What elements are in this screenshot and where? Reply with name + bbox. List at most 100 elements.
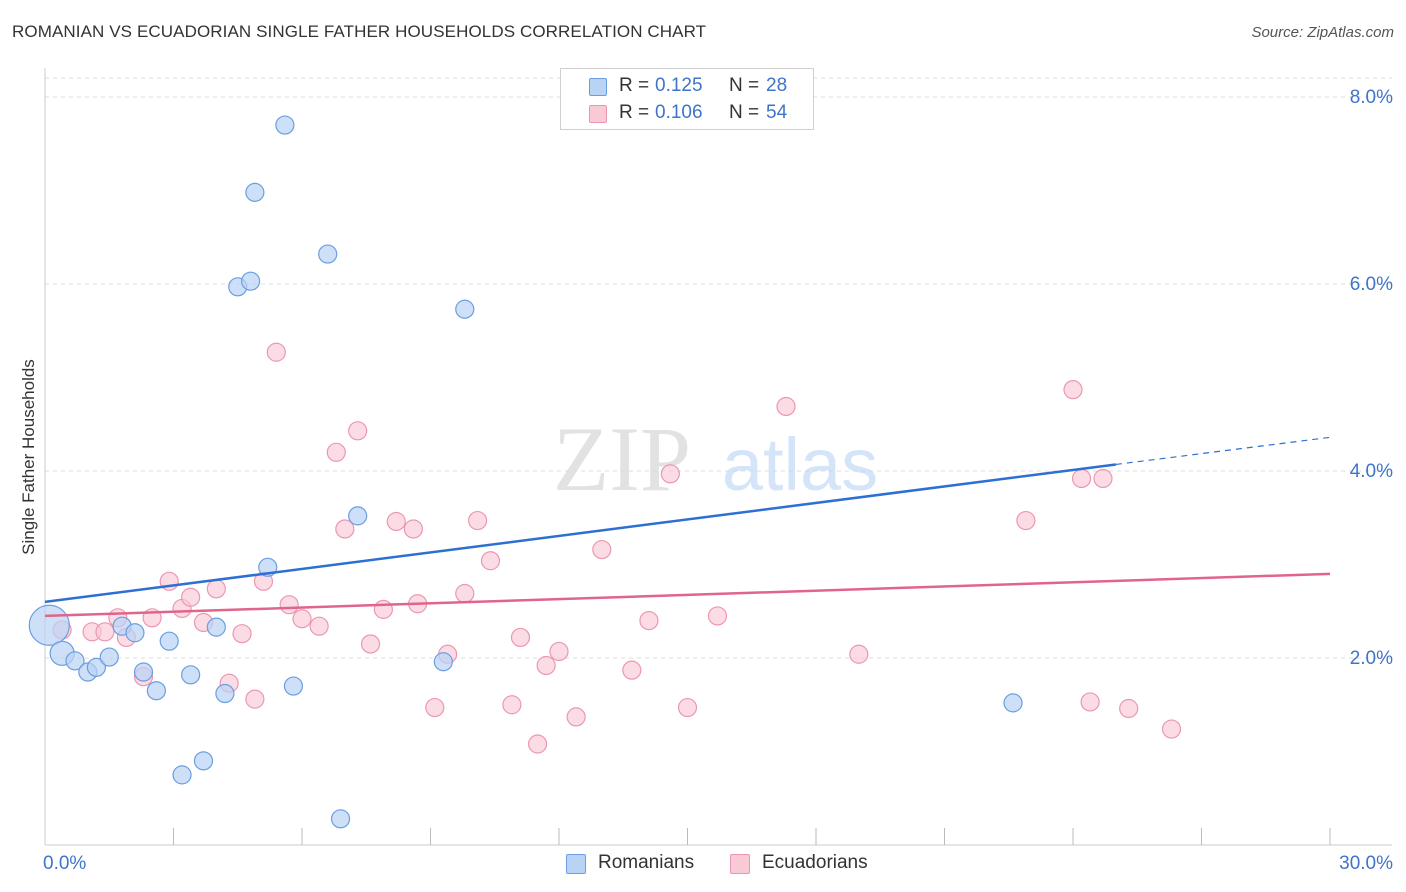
romanians-point[interactable]	[283, 676, 304, 696]
romanians-point[interactable]	[159, 631, 179, 651]
ecuadorians-point[interactable]	[360, 634, 381, 654]
y-tick-label: 8.0%	[1350, 87, 1393, 108]
x-tick-label-max: 30.0%	[1339, 853, 1393, 874]
ecuadorians-point[interactable]	[403, 519, 423, 539]
ecuadorians-point[interactable]	[592, 539, 612, 560]
ecuadorians-point[interactable]	[1080, 692, 1100, 712]
x-tick-label-min: 0.0%	[43, 853, 86, 874]
watermark-atlas: atlas	[722, 423, 878, 506]
ecuadorians-point[interactable]	[386, 511, 406, 532]
romanians-point[interactable]	[146, 681, 166, 701]
ecuadorians-point[interactable]	[326, 442, 346, 462]
y-tick-label: 6.0%	[1350, 274, 1393, 295]
ecuadorians-point[interactable]	[1161, 719, 1182, 739]
romanians-point[interactable]	[172, 765, 192, 785]
romanians-point[interactable]	[330, 809, 351, 829]
ecuadorians-point[interactable]	[480, 551, 501, 571]
romanians-points	[28, 115, 1023, 829]
romanians-swatch	[589, 78, 607, 96]
romanians-point[interactable]	[193, 751, 214, 771]
stats-row-romanians: R = 0.125 N = 28	[561, 75, 815, 99]
romanians-point[interactable]	[318, 244, 338, 264]
ecuadorians-point[interactable]	[1071, 468, 1092, 489]
romanians-point[interactable]	[1003, 693, 1023, 713]
stats-row-ecuadorians: R = 0.106 N = 54	[561, 102, 815, 126]
r-label: R =	[619, 75, 650, 96]
ecuadorians-point[interactable]	[536, 655, 556, 676]
r-label: R =	[619, 102, 650, 123]
ecuadorians-point[interactable]	[660, 464, 680, 484]
ecuadorians-point[interactable]	[639, 610, 659, 631]
y-tick-label: 4.0%	[1350, 461, 1393, 482]
romanians-trend-extension	[1115, 436, 1331, 466]
ecuadorians-point[interactable]	[549, 641, 569, 662]
romanians-point[interactable]	[181, 665, 201, 685]
ecuadorians-point[interactable]	[95, 622, 115, 642]
romanians-point[interactable]	[206, 617, 226, 637]
trend-lines	[44, 436, 1331, 618]
n-value: 54	[766, 102, 788, 123]
romanians-point[interactable]	[86, 657, 107, 677]
ecuadorians-point[interactable]	[677, 697, 698, 718]
ecuadorians-point[interactable]	[510, 627, 531, 648]
romanians-point[interactable]	[245, 182, 265, 202]
romanians-point[interactable]	[275, 115, 295, 135]
romanians-point[interactable]	[241, 271, 261, 291]
ecuadorians-point[interactable]	[1016, 510, 1036, 531]
r-value: 0.125	[655, 75, 703, 96]
ecuadorians-point[interactable]	[348, 421, 368, 441]
n-label: N =	[729, 75, 760, 96]
ecuadorians-point[interactable]	[527, 734, 548, 754]
ecuadorians-point[interactable]	[468, 510, 488, 531]
romanians-point[interactable]	[433, 652, 453, 672]
ecuadorians-point[interactable]	[622, 660, 642, 680]
ecuadorians-point[interactable]	[849, 644, 869, 664]
stats-legend: R = 0.125 N = 28 R = 0.106 N = 54	[560, 68, 814, 130]
ecuadorians-swatch	[589, 105, 607, 123]
romanians-point[interactable]	[348, 506, 368, 526]
ecuadorians-point[interactable]	[566, 707, 586, 727]
ecuadorians-point[interactable]	[335, 519, 355, 539]
ecuadorians-point[interactable]	[279, 595, 299, 615]
ecuadorians-trend-line	[44, 572, 1331, 618]
ecuadorians-point[interactable]	[373, 599, 393, 619]
legend-label: Romanians	[598, 852, 695, 873]
axes: 2.0% 4.0% 6.0% 8.0% 0.0% 30.0%	[43, 68, 1393, 874]
romanians-point[interactable]	[65, 651, 85, 671]
romanians-point[interactable]	[125, 623, 145, 643]
romanians-point[interactable]	[215, 683, 235, 704]
ecuadorians-point[interactable]	[1119, 698, 1139, 719]
romanians-swatch	[566, 854, 586, 874]
y-tick-label: 2.0%	[1350, 648, 1393, 669]
watermark-zip: ZIP	[553, 408, 691, 510]
ecuadorians-point[interactable]	[776, 396, 796, 417]
ecuadorians-point[interactable]	[232, 624, 252, 644]
watermark: ZIP atlas	[553, 408, 878, 510]
legend-label: Ecuadorians	[762, 852, 868, 873]
romanians-point[interactable]	[28, 604, 70, 646]
r-value: 0.106	[655, 102, 703, 123]
n-label: N =	[729, 102, 760, 123]
ecuadorians-point[interactable]	[1093, 468, 1113, 489]
ecuadorians-point[interactable]	[455, 583, 475, 604]
ecuadorians-point[interactable]	[206, 579, 226, 599]
n-value: 28	[766, 75, 788, 96]
y-axis-title: Single Father Households	[19, 359, 38, 555]
ecuadorians-point[interactable]	[292, 609, 312, 629]
ecuadorians-point[interactable]	[1063, 380, 1083, 400]
ecuadorians-point[interactable]	[502, 695, 522, 715]
ecuadorians-point[interactable]	[425, 697, 445, 718]
romanians-point[interactable]	[133, 662, 154, 682]
gridlines	[45, 77, 1392, 659]
ecuadorians-point[interactable]	[309, 616, 329, 636]
romanians-point[interactable]	[455, 299, 475, 319]
ecuadorians-swatch	[730, 854, 750, 874]
romanians-trend-line	[44, 463, 1116, 604]
ecuadorians-point[interactable]	[266, 342, 286, 362]
chart-title: ROMANIAN VS ECUADORIAN SINGLE FATHER HOU…	[12, 22, 707, 41]
ecuadorians-point[interactable]	[707, 606, 728, 626]
romanians-point[interactable]	[99, 647, 119, 667]
ecuadorians-point[interactable]	[245, 689, 265, 709]
ecuadorians-point[interactable]	[181, 587, 201, 607]
